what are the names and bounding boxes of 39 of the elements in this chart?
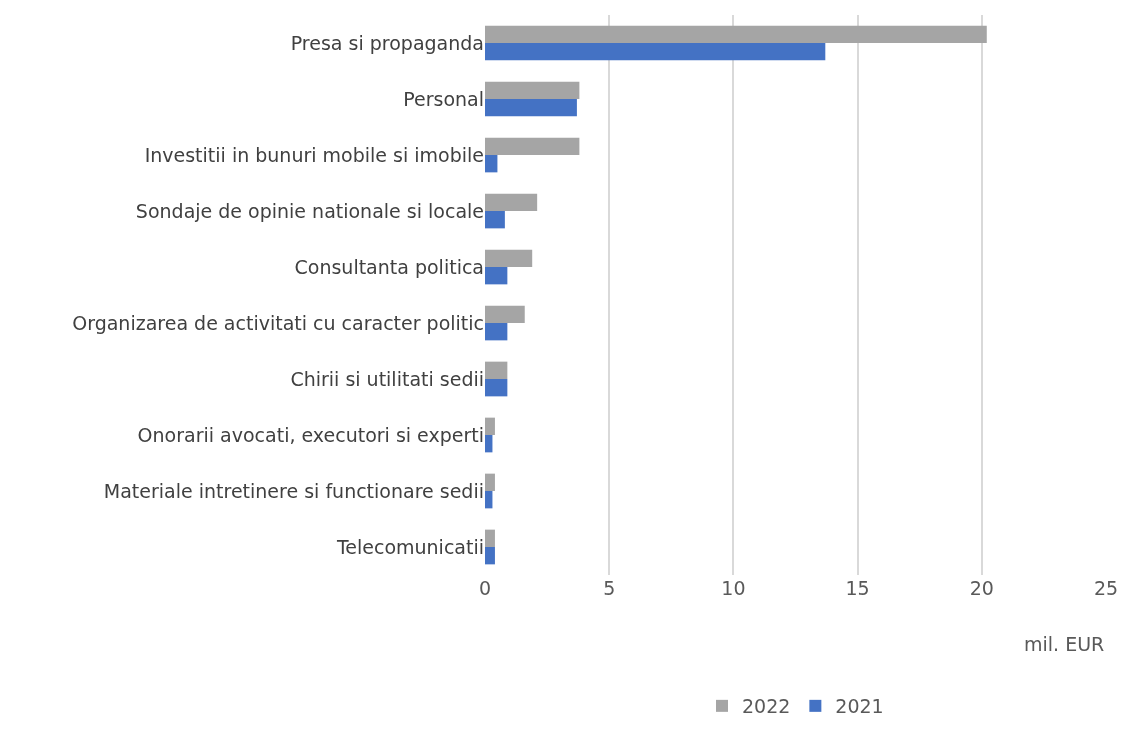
y-tick-label: Presa si propaganda	[290, 31, 484, 54]
bar	[485, 361, 508, 379]
y-tick-label: Chirii si utilitati sedii	[290, 367, 484, 390]
bar	[485, 547, 495, 565]
x-tick-label: 0	[478, 577, 492, 599]
y-tick-label: Personal	[403, 87, 484, 110]
bar	[485, 323, 508, 341]
bar	[485, 305, 525, 323]
x-tick-label: 5	[603, 577, 616, 599]
y-tick-label: Organizarea de activitati cu caracter politic	[72, 311, 484, 334]
bar	[485, 379, 508, 397]
bar	[485, 155, 498, 173]
bar	[485, 137, 580, 155]
bar	[485, 435, 493, 453]
y-tick-label: Onorarii avocati, executori si experti	[137, 423, 484, 446]
x-tick-label: 10	[721, 577, 746, 599]
bar	[485, 193, 538, 211]
x-axis-title: mil. EUR	[1024, 633, 1105, 655]
y-tick-label: Investitii in bunuri mobile si imobile	[144, 143, 484, 166]
x-tick-label: 25	[1093, 577, 1119, 599]
bar	[485, 491, 493, 509]
bar	[485, 81, 580, 99]
y-tick-label: Telecomunicatii	[335, 535, 484, 558]
bar	[485, 417, 495, 435]
x-tick-label: 20	[969, 577, 994, 599]
bar	[485, 25, 987, 43]
legend-label: 2021	[835, 695, 884, 718]
bar	[485, 529, 495, 547]
bar	[485, 473, 495, 491]
bar	[485, 267, 508, 285]
bar	[485, 99, 577, 117]
legend-label: 2022	[742, 695, 791, 718]
y-tick-label: Materiale intretinere si functionare sedii	[103, 479, 484, 502]
y-tick-label: Sondaje de opinie nationale si locale	[135, 199, 484, 222]
bar	[485, 43, 826, 61]
y-tick-label: Consultanta politica	[294, 255, 484, 278]
bar	[485, 249, 533, 267]
x-tick-label: 15	[845, 577, 870, 599]
bar	[485, 211, 505, 229]
